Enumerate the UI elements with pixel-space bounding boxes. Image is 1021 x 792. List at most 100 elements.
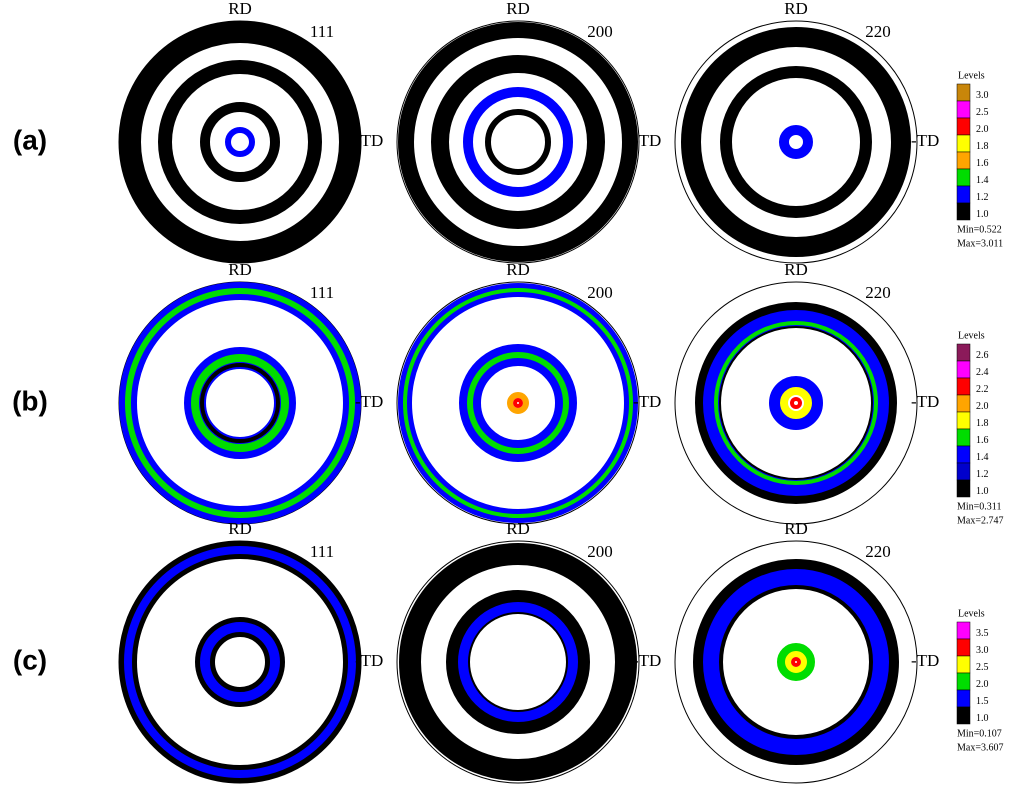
- pole-label: 200: [587, 283, 613, 302]
- rd-label: RD: [228, 260, 252, 279]
- contour: [513, 398, 523, 408]
- contour: [720, 66, 872, 218]
- row-label: (a): [13, 124, 47, 155]
- td-label: -TD: [911, 392, 939, 411]
- legend-swatch: [956, 343, 971, 362]
- pole-label: 200: [587, 542, 613, 561]
- legend-swatch: [956, 134, 971, 153]
- legend-level: 1.6: [976, 158, 989, 169]
- td-label: -TD: [355, 651, 383, 670]
- td-label: -TD: [355, 392, 383, 411]
- contour: [458, 602, 578, 722]
- legend-level: 1.0: [976, 209, 989, 220]
- contour: [467, 352, 569, 454]
- legend-level: 2.0: [976, 401, 989, 412]
- contour: [200, 102, 280, 182]
- legend-swatch: [956, 377, 971, 396]
- pole-figure: [118, 281, 362, 525]
- td-label: -TD: [911, 651, 939, 670]
- pole-label: 111: [310, 283, 334, 302]
- rd-label: RD: [784, 519, 808, 538]
- contour: [790, 397, 802, 409]
- pole-label: 220: [865, 283, 891, 302]
- contour: [398, 22, 638, 262]
- legend-swatch: [956, 655, 971, 674]
- pole-label: 111: [310, 542, 334, 561]
- rd-label: RD: [506, 0, 530, 18]
- contour: [431, 55, 605, 229]
- legend-swatch: [956, 706, 971, 725]
- rd-label: RD: [228, 0, 252, 18]
- legend-swatch: [956, 462, 971, 481]
- legend-level: 3.0: [976, 645, 989, 656]
- rd-label: RD: [784, 0, 808, 18]
- contour: [399, 543, 637, 781]
- legend-level: 2.4: [976, 367, 989, 378]
- legend-level: 1.2: [976, 192, 989, 203]
- legend-min: Min=0.107: [957, 728, 1002, 739]
- legend-swatch: [956, 185, 971, 204]
- legend-swatch: [956, 689, 971, 708]
- contour: [791, 657, 801, 667]
- pole-figure: [118, 540, 362, 784]
- legend-level: 2.5: [976, 662, 989, 673]
- legend-max: Max=3.607: [957, 742, 1003, 753]
- legend-swatch: [956, 411, 971, 430]
- contour: [485, 109, 551, 175]
- td-label: -TD: [911, 131, 939, 150]
- legend-swatch: [956, 151, 971, 170]
- contour: [200, 363, 280, 443]
- pole-figure: [396, 540, 640, 784]
- legend-swatch: [956, 394, 971, 413]
- pole-label: 220: [865, 22, 891, 41]
- contour: [225, 127, 255, 157]
- pole-circle-bg: [674, 20, 918, 264]
- legend-max: Max=2.747: [957, 515, 1003, 526]
- legend-swatch: [956, 445, 971, 464]
- legend-swatch: [956, 360, 971, 379]
- legend-swatch: [956, 100, 971, 119]
- contour: [463, 87, 573, 197]
- legend-max: Max=3.011: [957, 238, 1003, 249]
- legend-title: Levels: [958, 330, 985, 341]
- legend-swatch: [956, 202, 971, 221]
- legend-level: 2.0: [976, 679, 989, 690]
- legend-level: 1.0: [976, 713, 989, 724]
- contour: [125, 288, 355, 518]
- legend-level: 1.6: [976, 435, 989, 446]
- td-label: -TD: [633, 392, 661, 411]
- legend-swatch: [956, 428, 971, 447]
- legend-swatch: [956, 638, 971, 657]
- contour: [124, 546, 356, 778]
- legend-swatch: [956, 117, 971, 136]
- legend-title: Levels: [958, 608, 985, 619]
- pole-circle-bg: [396, 281, 640, 525]
- pole-figure: [396, 281, 640, 525]
- legend-min: Min=0.522: [957, 224, 1002, 235]
- pole-figure: [118, 20, 362, 264]
- legend-swatch: [956, 672, 971, 691]
- contour: [200, 622, 280, 702]
- legend-level: 1.8: [976, 418, 989, 429]
- legend-level: 1.5: [976, 696, 989, 707]
- contour: [703, 569, 889, 755]
- contour: [777, 643, 815, 681]
- pole-figure: [396, 20, 640, 264]
- legend-swatch: [956, 479, 971, 498]
- legend-level: 1.4: [976, 452, 989, 463]
- rd-label: RD: [506, 260, 530, 279]
- legend-level: 1.8: [976, 141, 989, 152]
- legend-level: 2.2: [976, 384, 989, 395]
- pole-label: 200: [587, 22, 613, 41]
- legend-swatch: [956, 621, 971, 640]
- rd-label: RD: [784, 260, 808, 279]
- rd-label: RD: [228, 519, 252, 538]
- contour: [191, 354, 289, 452]
- rd-label: RD: [506, 519, 530, 538]
- contour: [681, 27, 911, 257]
- pole-label: 111: [310, 22, 334, 41]
- legend-level: 2.5: [976, 107, 989, 118]
- legend-level: 1.4: [976, 175, 989, 186]
- legend-title: Levels: [958, 70, 985, 81]
